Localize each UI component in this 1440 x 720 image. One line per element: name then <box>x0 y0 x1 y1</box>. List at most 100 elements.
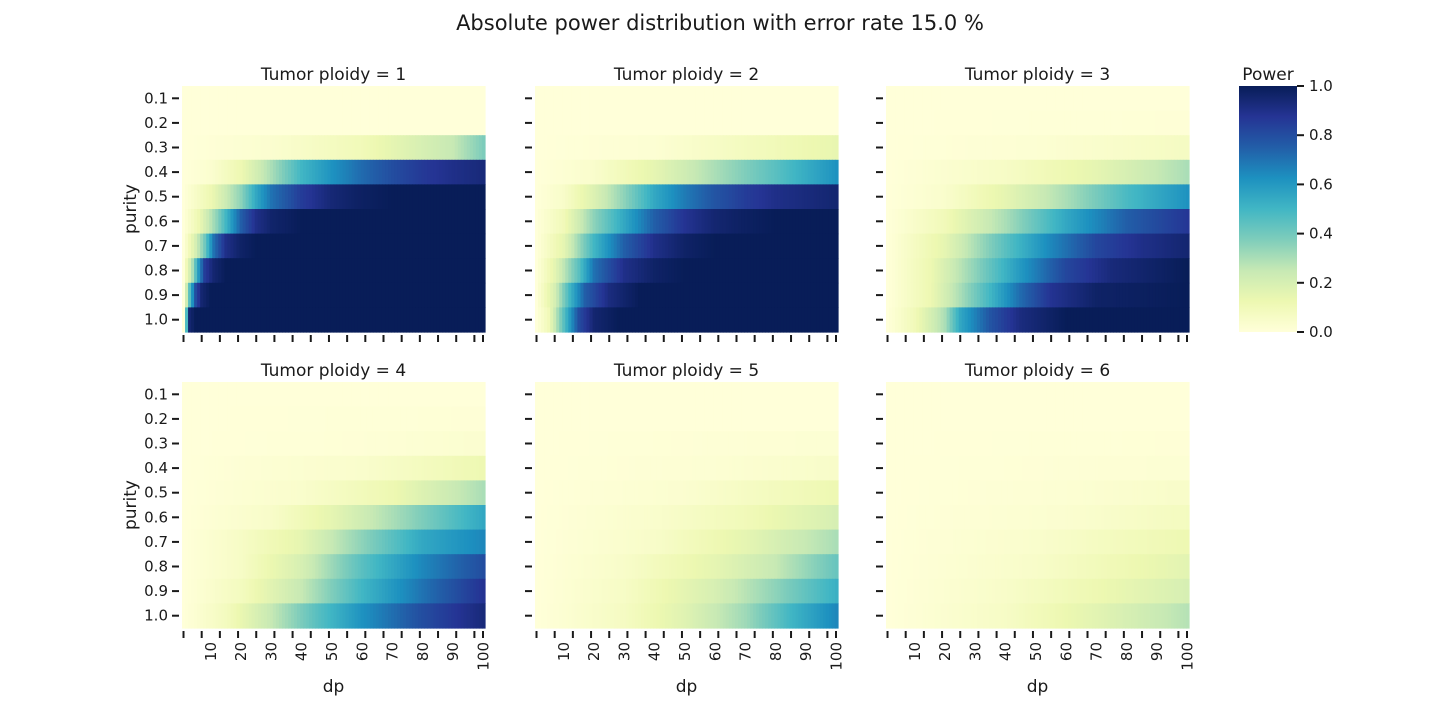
heatmap-cell <box>1179 184 1184 210</box>
heatmap-cell <box>248 382 253 408</box>
heatmap-cell <box>236 86 241 112</box>
heatmap-cell <box>634 455 639 481</box>
heatmap-cell <box>580 110 585 136</box>
heatmap-cell <box>792 86 797 112</box>
heatmap-cell <box>625 455 630 481</box>
heatmap-cell <box>689 110 694 136</box>
heatmap-cell <box>562 480 566 506</box>
heatmap-cell <box>801 110 806 136</box>
heatmap-cell <box>388 209 392 235</box>
heatmap-cell <box>622 135 627 161</box>
heatmap-cell <box>242 159 247 185</box>
heatmap-cell <box>281 209 286 235</box>
heatmap-cell <box>886 233 890 259</box>
heatmap-cell <box>1140 209 1145 235</box>
heatmap-cell <box>613 480 618 506</box>
heatmap-cell <box>665 110 669 136</box>
heatmap-cell <box>182 480 186 506</box>
heatmap-cell <box>445 159 450 185</box>
heatmap-cell <box>677 110 682 136</box>
heatmap-cell <box>218 209 222 235</box>
heatmap-cell <box>650 307 654 333</box>
heatmap-cell <box>762 209 766 235</box>
heatmap-cell <box>644 431 648 457</box>
heatmap-cell <box>998 86 1002 112</box>
heatmap-cell <box>556 282 560 308</box>
heatmap-cell <box>1007 307 1011 333</box>
heatmap-cell <box>245 86 250 112</box>
heatmap-cell <box>822 480 827 506</box>
heatmap-cell <box>713 282 718 308</box>
heatmap-cell <box>619 233 624 259</box>
heatmap-cell <box>312 480 316 506</box>
heatmap-cell <box>369 578 374 604</box>
heatmap-cell <box>357 258 362 284</box>
heatmap-cell <box>457 159 462 185</box>
heatmap-cell <box>288 159 292 185</box>
heatmap-cell <box>448 554 453 580</box>
heatmap-cell <box>913 282 917 308</box>
heatmap-cell <box>616 529 621 555</box>
heatmap-cell <box>952 135 957 161</box>
heatmap-cell <box>895 209 899 235</box>
heatmap-cell <box>571 258 575 284</box>
heatmap-cell <box>388 233 392 259</box>
heatmap-cell <box>309 209 313 235</box>
heatmap-cell <box>738 455 742 481</box>
heatmap-cell <box>692 209 697 235</box>
heatmap-cell <box>644 382 648 408</box>
heatmap-cell <box>378 184 383 210</box>
heatmap-cell <box>738 554 742 580</box>
heatmap-cell <box>580 159 585 185</box>
heatmap-cell <box>466 209 471 235</box>
heatmap-cell <box>816 529 821 555</box>
heatmap-cell <box>982 110 987 136</box>
heatmap-cell <box>725 455 730 481</box>
heatmap-cell <box>913 209 917 235</box>
heatmap-cell <box>188 480 192 506</box>
heatmap-cell <box>940 307 945 333</box>
heatmap-cell <box>306 382 310 408</box>
heatmap-cell <box>1164 110 1169 136</box>
heatmap-cell <box>391 307 395 333</box>
heatmap-cell <box>215 455 219 481</box>
heatmap-cell <box>804 406 809 432</box>
heatmap-cell <box>650 209 654 235</box>
heatmap-cell <box>689 307 694 333</box>
heatmap-cell <box>185 209 189 235</box>
heatmap-cell <box>719 135 724 161</box>
heatmap-cell <box>771 529 775 555</box>
heatmap-cell <box>306 307 310 333</box>
heatmap-cell <box>221 159 226 185</box>
heatmap-cell <box>544 406 548 432</box>
heatmap-cell <box>686 455 691 481</box>
heatmap-cell <box>1028 184 1033 210</box>
heatmap-cell <box>375 480 380 506</box>
heatmap-cell <box>403 282 407 308</box>
heatmap-cell <box>263 603 268 629</box>
heatmap-cell <box>568 282 572 308</box>
heatmap-cell <box>616 209 621 235</box>
heatmap-cell <box>245 554 250 580</box>
heatmap-cell <box>741 480 745 506</box>
heatmap-cell <box>644 184 648 210</box>
heatmap-cell <box>182 382 186 408</box>
heatmap-cell <box>212 382 216 408</box>
heatmap-cell <box>580 529 585 555</box>
heatmap-cell <box>400 529 404 555</box>
heatmap-cell <box>1028 282 1033 308</box>
heatmap-cell <box>741 431 745 457</box>
heatmap-cell <box>704 135 709 161</box>
heatmap-cell <box>318 529 322 555</box>
heatmap-cell <box>321 578 326 604</box>
heatmap-cell <box>750 529 754 555</box>
heatmap-cell <box>538 382 542 408</box>
heatmap-cell <box>475 406 480 432</box>
heatmap-cell <box>604 184 609 210</box>
heatmap-cell <box>934 233 939 259</box>
heatmap-cell <box>698 529 703 555</box>
heatmap-cell <box>336 159 341 185</box>
heatmap-cell <box>351 209 356 235</box>
heatmap-cell <box>1155 110 1160 136</box>
heatmap-cell <box>656 282 660 308</box>
